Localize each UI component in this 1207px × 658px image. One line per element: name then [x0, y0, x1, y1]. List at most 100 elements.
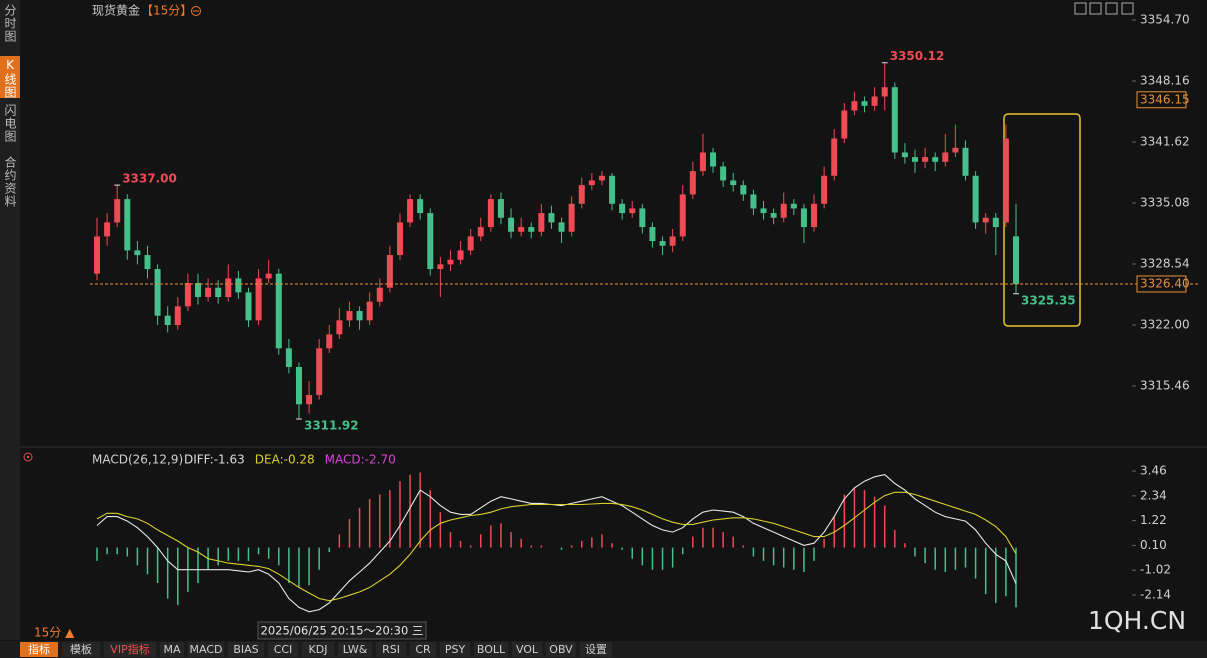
candle-body [871, 96, 878, 106]
panel-icon[interactable] [23, 452, 33, 462]
toolbar-label[interactable]: 模板 [70, 642, 92, 656]
toolbar-button[interactable] [580, 642, 612, 657]
macd-line [96, 491, 1017, 602]
y-tick-label: -2.14 [1140, 587, 1171, 601]
candle-body [548, 213, 555, 223]
candle-body [992, 217, 999, 228]
toolbar-label[interactable]: BIAS [233, 643, 258, 656]
toolbar-label[interactable]: 指标 [28, 642, 50, 656]
y-tick-label: -1.02 [1140, 563, 1171, 577]
toolbar-button[interactable] [376, 642, 406, 657]
y-tick-label: 0.10 [1140, 538, 1167, 552]
extreme-label: 3337.00 [122, 172, 177, 186]
candle-body [841, 110, 848, 139]
toolbar-label[interactable]: MA [163, 643, 180, 656]
candle-body [225, 278, 232, 298]
toolbar-button[interactable] [160, 642, 184, 657]
candle-body [891, 87, 898, 153]
toolbar-label[interactable]: RSI [382, 643, 400, 656]
chart-period: 【15分】 [141, 4, 192, 18]
candle-body [396, 222, 403, 256]
candle-body [174, 306, 181, 326]
candle-body [558, 222, 565, 232]
candle-body [750, 194, 757, 209]
toolbar-button[interactable] [474, 642, 508, 657]
candle-body [215, 287, 222, 298]
toolbar-label[interactable]: CR [415, 643, 431, 656]
candle-body [730, 180, 737, 186]
candle-body [447, 259, 454, 265]
candle-body [104, 222, 111, 237]
candle-body [821, 175, 828, 204]
toolbar-button[interactable] [410, 642, 436, 657]
candle-body [437, 264, 444, 270]
candle-body [356, 311, 363, 321]
interval[interactable]: 15分 ▲ [34, 626, 75, 640]
toolbar-label[interactable]: KDJ [309, 643, 328, 656]
toolbar-button[interactable] [188, 642, 224, 657]
toolbar-button[interactable] [62, 642, 100, 657]
candle-body [831, 138, 838, 176]
candle-body [942, 152, 949, 162]
date-tip: 2025/06/25 20:15～20:30 三 [261, 624, 424, 638]
extreme-label: 3350.12 [890, 49, 945, 63]
toolbar-button[interactable] [512, 642, 542, 657]
icon[interactable] [1089, 2, 1102, 15]
candle-body [306, 394, 313, 405]
toolbar-label[interactable]: MACD [190, 643, 223, 656]
candle-body [619, 203, 626, 214]
candle-body [629, 208, 636, 214]
toolbar-label[interactable]: OBV [549, 643, 573, 656]
toolbar-button[interactable] [440, 642, 470, 657]
icon[interactable] [1105, 2, 1118, 15]
candle-body [710, 152, 717, 167]
candle-body [578, 185, 585, 204]
legend-entry: MACD:-2.70 [325, 453, 396, 467]
toolbar-button[interactable] [228, 642, 264, 657]
candle-body [134, 250, 141, 256]
candle-body [901, 152, 908, 158]
sidebar-tab[interactable]: 合约资料 [3, 155, 17, 208]
candle-body [811, 203, 818, 228]
candle-body [689, 171, 696, 195]
toolbar-label[interactable]: 设置 [585, 643, 607, 656]
candle-body [952, 147, 959, 153]
toolbar-label[interactable]: BOLL [477, 643, 506, 656]
toolbar-label[interactable]: CCI [274, 643, 293, 656]
sidebar-tab[interactable]: 分时图 [3, 4, 17, 43]
candle-body [780, 203, 787, 218]
add-icon[interactable] [191, 6, 201, 16]
sidebar-tab[interactable]: K线图 [3, 58, 17, 99]
candle-body [851, 101, 858, 111]
toolbar-label[interactable]: VIP指标 [110, 642, 149, 656]
icon[interactable] [1074, 2, 1087, 15]
toolbar-label[interactable]: PSY [445, 643, 466, 656]
candle-body [497, 199, 504, 218]
candle-body [417, 199, 424, 214]
candle-body [184, 283, 191, 307]
candle-body [679, 194, 686, 237]
candle-body [255, 278, 262, 321]
toolbar-button[interactable] [338, 642, 372, 657]
toolbar-button[interactable] [20, 642, 58, 657]
candle-body [376, 287, 383, 302]
candle-body [912, 157, 919, 162]
toolbar-button[interactable] [546, 642, 576, 657]
toolbar-label[interactable]: VOL [516, 643, 539, 656]
candle-body [1002, 138, 1009, 223]
legend-entry: DIFF:-1.63 [184, 453, 245, 467]
toolbar-button[interactable] [268, 642, 298, 657]
candle-body [609, 175, 616, 204]
candle-body [881, 87, 888, 97]
toolbar-label[interactable]: LW& [343, 643, 368, 656]
candle-body [962, 147, 969, 176]
candle-body [487, 199, 494, 228]
toolbar-button[interactable] [302, 642, 334, 657]
sidebar-tab[interactable]: 闪电图 [3, 104, 17, 143]
sidebar [0, 0, 20, 640]
toolbar-button[interactable] [104, 642, 156, 657]
candle-body [790, 203, 797, 209]
icon[interactable] [1121, 2, 1134, 15]
candle-body [285, 348, 292, 367]
